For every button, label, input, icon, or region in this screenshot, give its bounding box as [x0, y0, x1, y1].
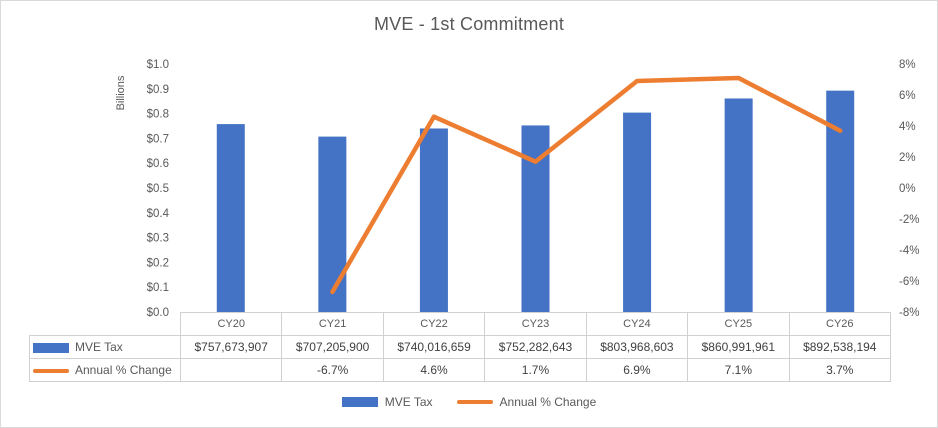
table-value-cell: $707,205,900: [281, 335, 384, 359]
bar-cy20: [216, 124, 245, 313]
chart-data-table: CY20 CY21 CY22 CY23 CY24 CY25 CY26 MVE Tax $757,…: [29, 312, 892, 382]
left-axis-tick: $0.8: [147, 109, 169, 121]
legend-item: Annual % Change: [456, 395, 597, 409]
legend-label: Annual % Change: [499, 395, 597, 409]
table-row: MVE Tax $757,673,907 $707,205,900 $740,016,…: [29, 335, 892, 359]
line-swatch-icon: [456, 400, 493, 404]
table-value-cell: $752,282,643: [484, 335, 587, 359]
left-axis-tick: $0.2: [147, 257, 169, 269]
bar-cy22: [419, 128, 448, 312]
left-axis-tick: $0.3: [147, 233, 169, 245]
right-axis-tick: -8%: [899, 307, 919, 319]
left-axis-tick: $0.7: [147, 133, 169, 145]
table-value-cell: 1.7%: [484, 358, 587, 382]
right-axis-tick: 6%: [899, 90, 916, 102]
table-value-cell: $757,673,907: [179, 335, 283, 359]
right-axis-tick: 0%: [899, 183, 916, 195]
bar-cy24: [623, 112, 652, 312]
line-swatch-icon: [33, 368, 69, 373]
bar-swatch-icon: [33, 342, 69, 353]
series-label-cell: Annual % Change: [29, 358, 181, 382]
left-axis-tick: $0.9: [147, 84, 169, 96]
table-header-cy20: CY20: [179, 312, 283, 336]
left-axis-tick: $0.4: [147, 208, 170, 220]
table-value-cell: 6.9%: [585, 358, 689, 382]
table-value-cell: $803,968,603: [585, 335, 689, 359]
table-value-cell: 7.1%: [687, 358, 790, 382]
right-axis-tick: -2%: [899, 214, 919, 226]
left-axis-tick: $0.5: [147, 183, 169, 195]
table-value-cell: 4.6%: [382, 358, 486, 382]
bar-cy25: [724, 98, 753, 312]
right-axis-tick: 4%: [899, 121, 916, 133]
bar-cy21: [318, 136, 347, 312]
legend-label: MVE Tax: [384, 395, 433, 409]
annual-change-line: [330, 75, 843, 295]
table-value-cell: $860,991,961: [687, 335, 790, 359]
right-axis-tick: 2%: [899, 152, 916, 164]
left-axis-tick: $0.1: [147, 282, 169, 294]
plot-area: $1.0 $0.9 $0.8 $0.7 $0.6 $0.5 $0.4 $0.3 $0.2 $0.1…: [147, 59, 920, 319]
table-value-cell: $740,016,659: [382, 335, 486, 359]
left-axis-tick: $0.6: [147, 158, 169, 170]
right-axis-tick: -4%: [899, 245, 919, 257]
table-header-cy25: CY25: [687, 312, 790, 336]
legend-item: MVE Tax: [341, 395, 433, 409]
bar-swatch-icon: [341, 397, 378, 407]
table-value-cell: $892,538,194: [788, 335, 892, 359]
series-label-cell: MVE Tax: [29, 335, 181, 359]
series-name: MVE Tax: [75, 340, 123, 354]
table-header-cy26: CY26: [788, 312, 892, 336]
table-header-cy24: CY24: [585, 312, 689, 336]
table-row: Annual % Change -6.7% 4.6% 1.7% 6.9% 7.1% 3.7%: [29, 358, 892, 382]
right-axis-tick: 8%: [899, 59, 916, 71]
table-value-cell: [179, 358, 283, 382]
table-value-cell: 3.7%: [788, 358, 892, 382]
series-name: Annual % Change: [75, 363, 172, 377]
table-header-cy21: CY21: [281, 312, 384, 336]
left-axis-tick: $0.0: [147, 307, 169, 319]
left-axis-tick: $1.0: [147, 59, 169, 71]
right-axis-tick: -6%: [899, 276, 919, 288]
table-header-cy23: CY23: [484, 312, 587, 336]
table-header-cy22: CY22: [382, 312, 486, 336]
chart-title: MVE - 1st Commitment: [373, 14, 565, 34]
chart-legend: MVE Tax Annual % Change: [1, 395, 937, 409]
table-corner-blank: [30, 313, 181, 336]
table-value-cell: -6.7%: [281, 358, 384, 382]
